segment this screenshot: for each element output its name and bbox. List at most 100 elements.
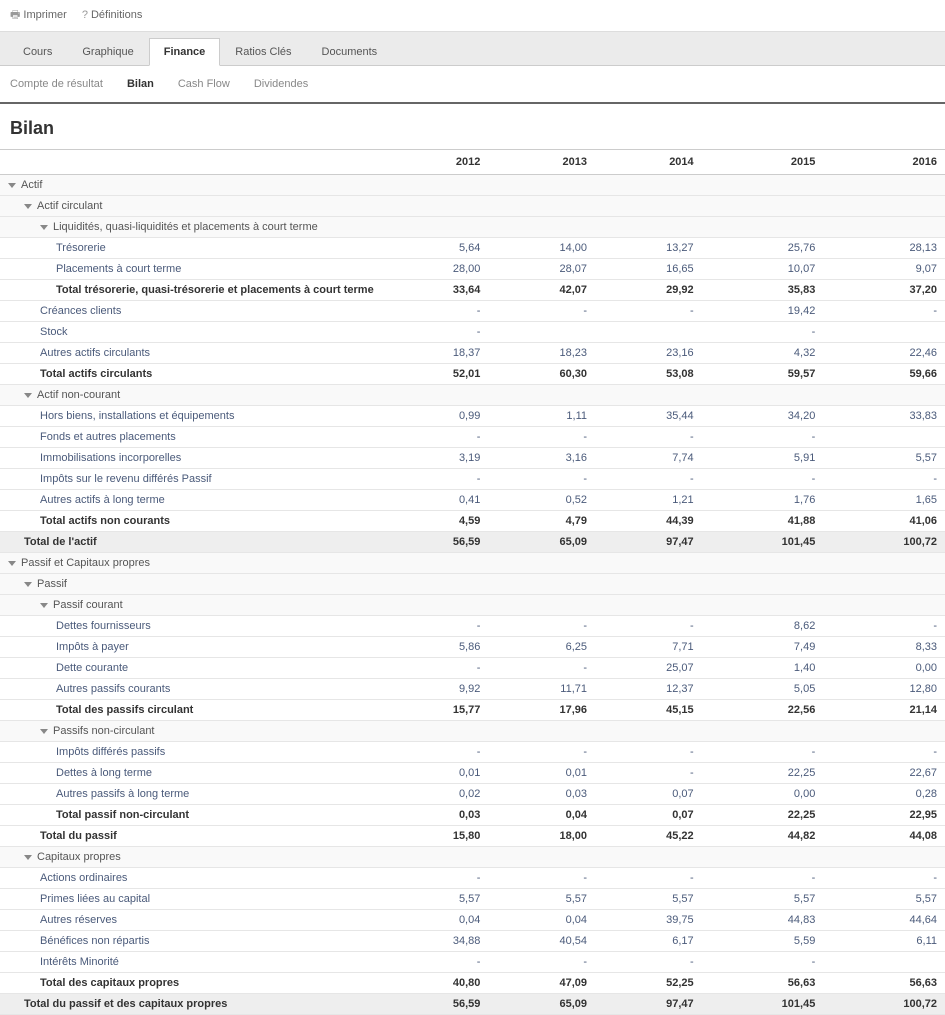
row-label[interactable]: Intérêts Minorité [0, 952, 382, 973]
row-link[interactable]: Actions ordinaires [40, 872, 127, 884]
row-label[interactable]: Passif courant [0, 595, 382, 616]
cell-value [823, 322, 945, 343]
cell-value: 44,64 [823, 910, 945, 931]
main-tab[interactable]: Documents [307, 38, 393, 65]
year-header: 2016 [823, 150, 945, 175]
row-label[interactable]: Passifs non-circulant [0, 721, 382, 742]
definitions-label: Définitions [91, 9, 142, 21]
row-label[interactable]: Fonds et autres placements [0, 427, 382, 448]
row-label[interactable]: Autres actifs circulants [0, 343, 382, 364]
cell-value: 37,20 [823, 280, 945, 301]
cell-value [702, 847, 824, 868]
row-label[interactable]: Dette courante [0, 658, 382, 679]
row-link[interactable]: Impôts à payer [56, 641, 129, 653]
row-link[interactable]: Impôts différés passifs [56, 746, 165, 758]
expand-icon[interactable] [40, 603, 48, 608]
cell-value: 5,57 [823, 889, 945, 910]
table-row: Impôts à payer5,866,257,717,498,33 [0, 637, 945, 658]
row-link[interactable]: Bénéfices non répartis [40, 935, 149, 947]
row-label[interactable]: Autres passifs à long terme [0, 784, 382, 805]
expand-icon[interactable] [24, 582, 32, 587]
definitions-link[interactable]: ?Définitions [82, 9, 142, 21]
row-label[interactable]: Capitaux propres [0, 847, 382, 868]
row-label[interactable]: Passif [0, 574, 382, 595]
cell-value: 1,76 [702, 490, 824, 511]
expand-icon[interactable] [8, 183, 16, 188]
sub-tab[interactable]: Dividendes [254, 78, 308, 90]
row-label[interactable]: Primes liées au capital [0, 889, 382, 910]
sub-tab[interactable]: Compte de résultat [10, 78, 103, 90]
cell-value: 52,25 [595, 973, 702, 994]
row-label[interactable]: Impôts différés passifs [0, 742, 382, 763]
main-tab[interactable]: Ratios Clés [220, 38, 306, 65]
row-label[interactable]: Stock [0, 322, 382, 343]
expand-icon[interactable] [24, 204, 32, 209]
cell-value: 22,67 [823, 763, 945, 784]
cell-value: 5,57 [488, 889, 595, 910]
expand-icon[interactable] [40, 729, 48, 734]
cell-value: 5,57 [595, 889, 702, 910]
row-link[interactable]: Immobilisations incorporelles [40, 452, 181, 464]
row-link[interactable]: Fonds et autres placements [40, 431, 176, 443]
expand-icon[interactable] [24, 855, 32, 860]
print-link[interactable]: 🖶Imprimer [10, 9, 67, 21]
row-link[interactable]: Primes liées au capital [40, 893, 150, 905]
row-label[interactable]: Hors biens, installations et équipements [0, 406, 382, 427]
main-tab[interactable]: Graphique [67, 38, 148, 65]
cell-value: 59,57 [702, 364, 824, 385]
row-link[interactable]: Autres passifs courants [56, 683, 170, 695]
row-label[interactable]: Actif non-courant [0, 385, 382, 406]
row-label[interactable]: Actif [0, 175, 382, 196]
expand-icon[interactable] [40, 225, 48, 230]
row-label[interactable]: Autres actifs à long terme [0, 490, 382, 511]
row-link[interactable]: Stock [40, 326, 68, 338]
row-label[interactable]: Actif circulant [0, 196, 382, 217]
row-link[interactable]: Hors biens, installations et équipements [40, 410, 234, 422]
cell-value: 22,46 [823, 343, 945, 364]
cell-value: 101,45 [702, 532, 824, 553]
table-row: Actif non-courant [0, 385, 945, 406]
main-tab[interactable]: Finance [149, 38, 221, 66]
row-label[interactable]: Immobilisations incorporelles [0, 448, 382, 469]
row-label[interactable]: Actions ordinaires [0, 868, 382, 889]
cell-value: 22,95 [823, 805, 945, 826]
expand-icon[interactable] [8, 561, 16, 566]
row-label[interactable]: Trésorerie [0, 238, 382, 259]
row-label[interactable]: Autres passifs courants [0, 679, 382, 700]
row-link[interactable]: Autres actifs circulants [40, 347, 150, 359]
sub-tab[interactable]: Cash Flow [178, 78, 230, 90]
cell-value: 5,86 [382, 637, 489, 658]
cell-value: 7,71 [595, 637, 702, 658]
cell-value: - [382, 427, 489, 448]
row-link[interactable]: Autres passifs à long terme [56, 788, 189, 800]
row-label[interactable]: Placements à court terme [0, 259, 382, 280]
row-label[interactable]: Impôts sur le revenu différés Passif [0, 469, 382, 490]
row-link[interactable]: Dettes fournisseurs [56, 620, 151, 632]
row-link[interactable]: Impôts sur le revenu différés Passif [40, 473, 212, 485]
print-label: Imprimer [23, 9, 66, 21]
row-label[interactable]: Dettes fournisseurs [0, 616, 382, 637]
cell-value: - [382, 469, 489, 490]
sub-tab[interactable]: Bilan [127, 78, 154, 90]
row-label[interactable]: Bénéfices non répartis [0, 931, 382, 952]
header-spacer [0, 150, 382, 175]
row-label[interactable]: Dettes à long terme [0, 763, 382, 784]
main-tab[interactable]: Cours [8, 38, 67, 65]
cell-value: 5,64 [382, 238, 489, 259]
row-link[interactable]: Placements à court terme [56, 263, 181, 275]
row-link[interactable]: Créances clients [40, 305, 121, 317]
row-link[interactable]: Autres réserves [40, 914, 117, 926]
row-label[interactable]: Liquidités, quasi-liquidités et placemen… [0, 217, 382, 238]
row-link[interactable]: Dettes à long terme [56, 767, 152, 779]
row-link[interactable]: Trésorerie [56, 242, 106, 254]
expand-icon[interactable] [24, 393, 32, 398]
table-row: Actif [0, 175, 945, 196]
row-link[interactable]: Autres actifs à long terme [40, 494, 165, 506]
row-link[interactable]: Intérêts Minorité [40, 956, 119, 968]
row-link[interactable]: Dette courante [56, 662, 128, 674]
row-label[interactable]: Autres réserves [0, 910, 382, 931]
row-label[interactable]: Passif et Capitaux propres [0, 553, 382, 574]
row-label[interactable]: Impôts à payer [0, 637, 382, 658]
row-label[interactable]: Créances clients [0, 301, 382, 322]
cell-value: 4,32 [702, 343, 824, 364]
